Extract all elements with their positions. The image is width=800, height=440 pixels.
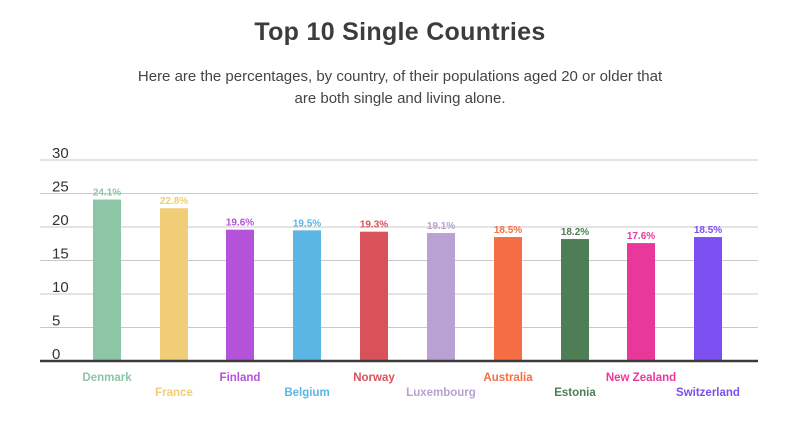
data-label: 18.2%	[561, 227, 589, 238]
data-label: 19.1%	[427, 221, 455, 232]
y-tick-label: 0	[52, 346, 60, 363]
y-tick-label: 10	[52, 279, 69, 296]
category-label: France	[155, 387, 193, 399]
category-label: Finland	[220, 372, 261, 384]
bar	[694, 237, 722, 361]
bar	[494, 237, 522, 361]
bar	[360, 231, 388, 361]
y-tick-label: 15	[52, 246, 69, 263]
data-label: 22.8%	[160, 196, 188, 207]
data-label: 18.5%	[694, 225, 722, 236]
category-label: Norway	[353, 372, 395, 384]
category-label: New Zealand	[606, 372, 676, 384]
bar	[93, 199, 121, 361]
y-tick-label: 20	[52, 212, 69, 229]
data-label: 19.3%	[360, 220, 388, 231]
data-label: 19.5%	[293, 218, 321, 229]
category-label: Luxembourg	[406, 387, 476, 399]
y-tick-label: 5	[52, 313, 60, 330]
chart-title: Top 10 Single Countries	[254, 18, 546, 46]
bar	[561, 239, 589, 361]
category-label: Australia	[483, 372, 533, 384]
bar	[160, 208, 188, 361]
data-label: 19.6%	[226, 218, 254, 229]
data-label: 18.5%	[494, 225, 522, 236]
bar	[226, 229, 254, 361]
bar	[293, 230, 321, 361]
category-label: Belgium	[284, 387, 329, 399]
category-label: Estonia	[554, 387, 596, 399]
data-label: 17.6%	[627, 231, 655, 242]
y-tick-label: 25	[52, 179, 69, 196]
category-label: Switzerland	[676, 387, 740, 399]
y-tick-label: 30	[52, 145, 69, 162]
bar	[627, 243, 655, 361]
bar	[427, 233, 455, 361]
category-label: Denmark	[82, 372, 132, 384]
data-label: 24.1%	[93, 188, 121, 199]
chart-subtitle: Here are the percentages, by country, of…	[137, 68, 663, 107]
